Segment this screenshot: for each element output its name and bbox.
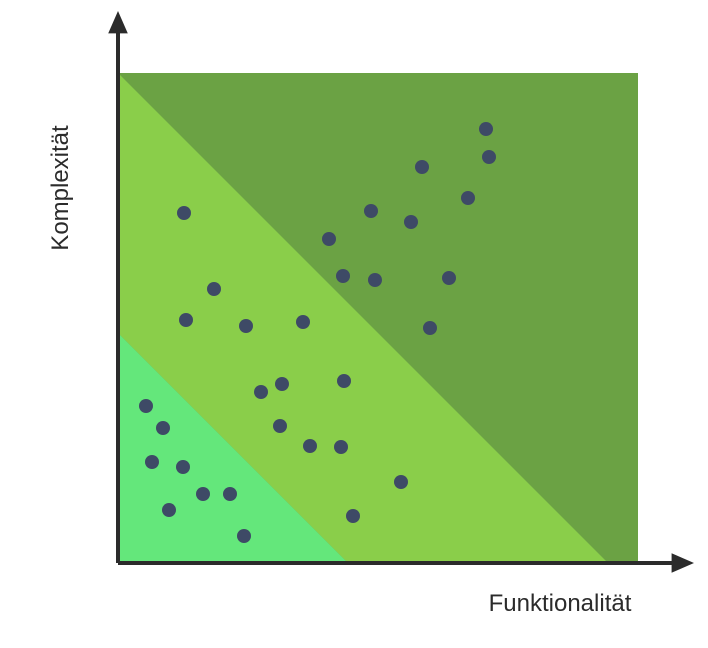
scatter-point	[364, 204, 378, 218]
scatter-point	[223, 487, 237, 501]
scatter-point	[179, 313, 193, 327]
scatter-point	[296, 315, 310, 329]
scatter-point	[196, 487, 210, 501]
scatter-point	[337, 374, 351, 388]
scatter-point	[156, 421, 170, 435]
scatter-chart: Komplexität Funktionalität	[0, 0, 708, 648]
scatter-point	[334, 440, 348, 454]
chart-svg: Komplexität Funktionalität	[0, 0, 708, 648]
scatter-point	[237, 529, 251, 543]
scatter-point	[239, 319, 253, 333]
scatter-point	[442, 271, 456, 285]
scatter-point	[461, 191, 475, 205]
scatter-point	[479, 122, 493, 136]
scatter-point	[368, 273, 382, 287]
scatter-point	[394, 475, 408, 489]
scatter-point	[404, 215, 418, 229]
scatter-point	[322, 232, 336, 246]
scatter-point	[482, 150, 496, 164]
x-axis-label: Funktionalität	[489, 590, 632, 617]
plot-area	[118, 73, 638, 563]
scatter-point	[177, 206, 191, 220]
y-axis-label: Komplexität	[47, 125, 74, 251]
scatter-point	[303, 439, 317, 453]
scatter-point	[139, 399, 153, 413]
scatter-point	[145, 455, 159, 469]
scatter-point	[207, 282, 221, 296]
scatter-point	[162, 503, 176, 517]
scatter-point	[176, 460, 190, 474]
scatter-point	[273, 419, 287, 433]
scatter-point	[336, 269, 350, 283]
scatter-point	[254, 385, 268, 399]
scatter-point	[275, 377, 289, 391]
scatter-point	[415, 160, 429, 174]
scatter-point	[423, 321, 437, 335]
scatter-point	[346, 509, 360, 523]
